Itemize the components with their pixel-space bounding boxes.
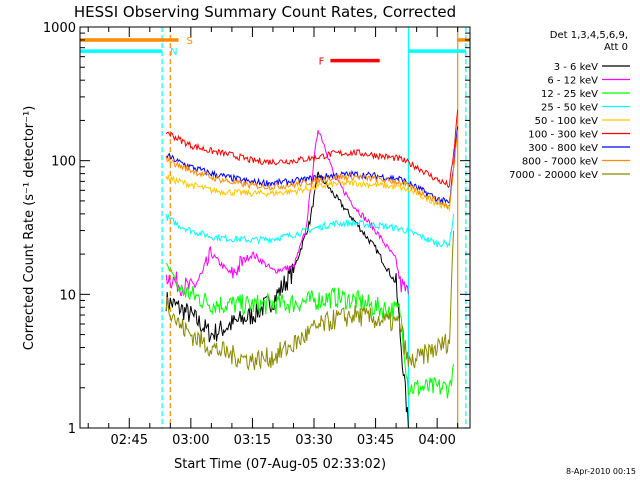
legend-label: 800 - 7000 keV <box>522 157 598 168</box>
series-line-7 <box>165 129 459 210</box>
legend-header: Det 1,3,4,5,6,9, <box>550 30 628 41</box>
series-line-3 <box>165 213 455 249</box>
x-tick-label: 03:45 <box>357 433 394 448</box>
axes: 1 10 100 1000 02:45 03:00 03:15 03:30 03:45 04:00 <box>43 21 471 448</box>
legend-label: 100 - 300 keV <box>528 130 598 141</box>
y-tick-label: 10 <box>59 288 76 303</box>
y-tick-label: 100 <box>51 155 76 170</box>
legend-label: 6 - 12 keV <box>547 76 598 87</box>
chart-title: HESSI Observing Summary Count Rates, Cor… <box>74 3 456 21</box>
series-line-5 <box>165 109 459 189</box>
plot-area: SN F <box>80 27 470 428</box>
x-tick-label: 02:45 <box>111 433 148 448</box>
marker-F: F <box>319 57 325 68</box>
legend-label: 50 - 100 keV <box>535 116 599 127</box>
series-line-2 <box>165 262 455 399</box>
x-axis-label: Start Time (07-Aug-05 02:33:02) <box>174 457 386 472</box>
marker-S: S <box>187 36 193 47</box>
legend-label: 12 - 25 keV <box>541 89 598 100</box>
series-line-0 <box>165 171 409 428</box>
plot-frame <box>79 26 471 429</box>
y-axis-label: Corrected Count Rate (s⁻¹ detector⁻¹) <box>22 106 37 351</box>
legend-header: Att 0 <box>604 42 628 53</box>
x-tick-label: 03:15 <box>234 433 271 448</box>
y-tick-label: 1 <box>68 422 76 437</box>
legend-label: 7000 - 20000 keV <box>509 170 598 181</box>
legend: Det 1,3,4,5,6,9,Att 0 3 - 6 keV 6 - 12 keV… <box>509 30 630 181</box>
footer-timestamp: 8-Apr-2010 00:15 <box>566 467 636 476</box>
legend-label: 300 - 800 keV <box>528 143 598 154</box>
x-tick-label: 03:00 <box>172 433 209 448</box>
series-line-1 <box>165 130 409 297</box>
series-line-4 <box>165 173 455 212</box>
y-tick-label: 1000 <box>43 21 76 36</box>
marker-N: N <box>170 47 177 58</box>
legend-label: 3 - 6 keV <box>554 62 598 73</box>
series-line-8 <box>165 230 455 371</box>
x-tick-label: 04:00 <box>418 433 455 448</box>
legend-label: 25 - 50 keV <box>541 103 598 114</box>
x-tick-label: 03:30 <box>295 433 332 448</box>
